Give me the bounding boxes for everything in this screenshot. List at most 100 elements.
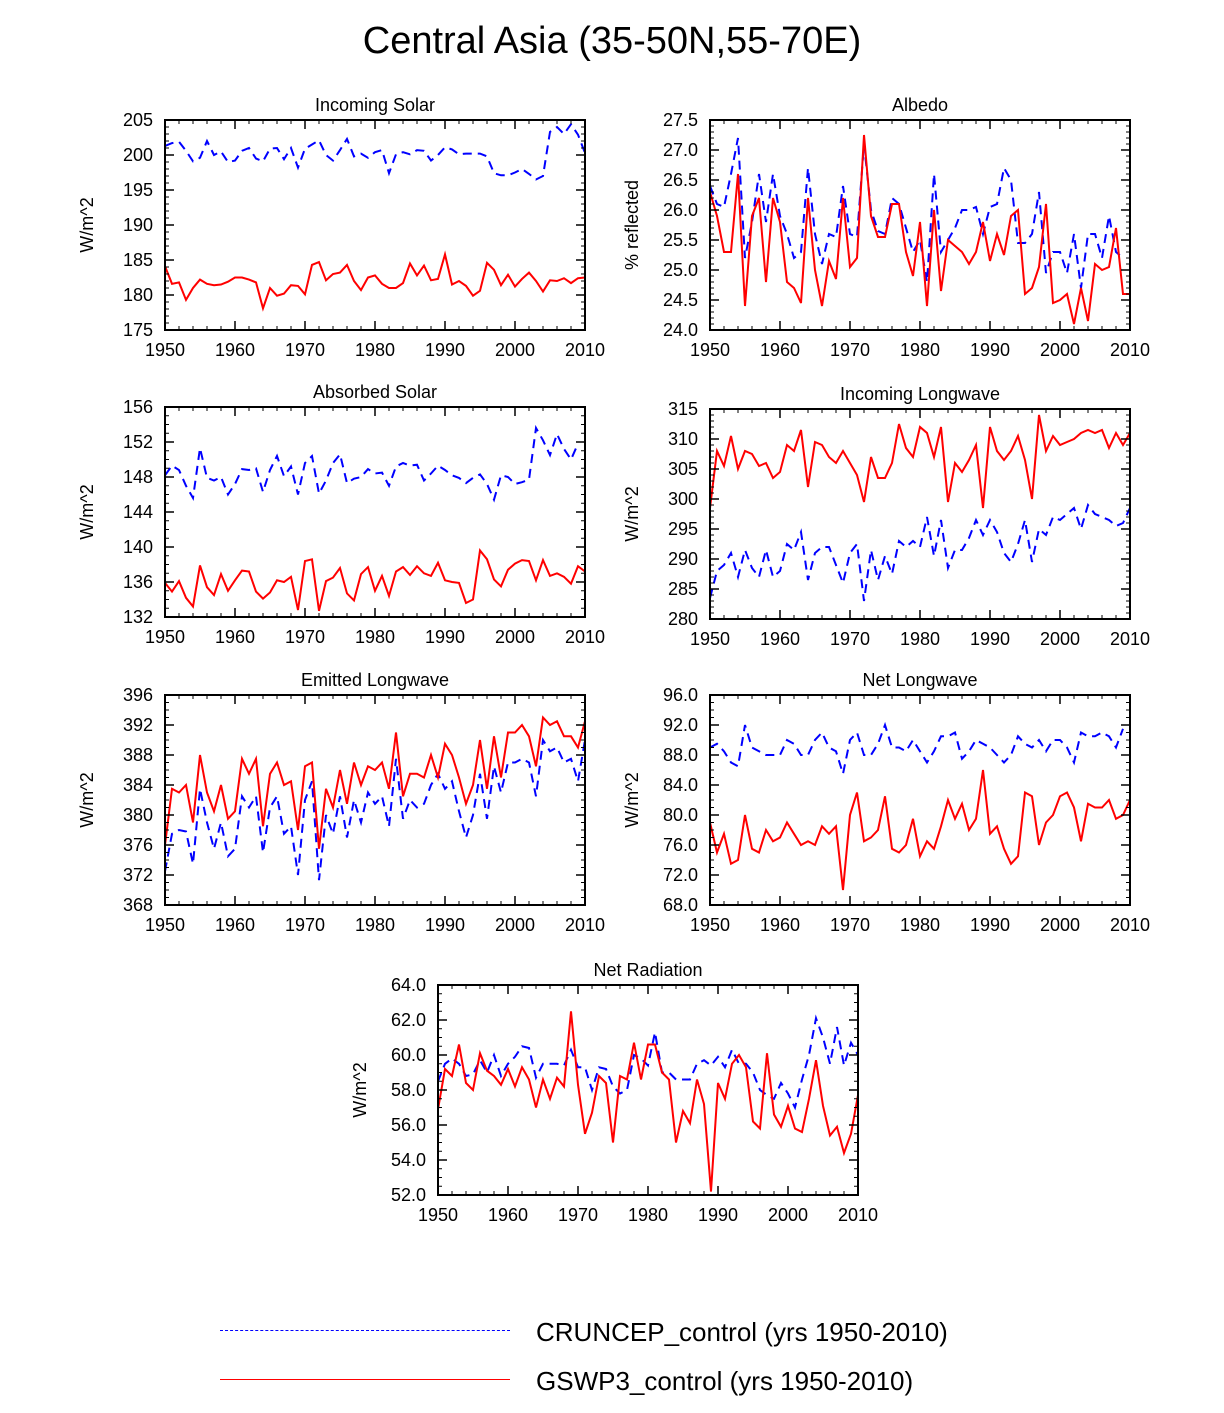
chart-title: Emitted Longwave (301, 670, 449, 690)
chart-incoming-longwave: Incoming Longwave W/m^2 1950 1960 1970 1980 19… (622, 384, 1150, 649)
x-tick-label: 2000 (495, 627, 535, 647)
series-line-cruncep-control (438, 1014, 858, 1111)
y-tick-label: 26.5 (663, 170, 698, 190)
y-tick-label: 290 (668, 549, 698, 569)
x-tick-label: 1950 (145, 340, 185, 360)
series-line-gswp3-control (165, 548, 585, 612)
chart-title: Albedo (892, 95, 948, 115)
y-tick-label: 195 (123, 180, 153, 200)
y-tick-label: 27.0 (663, 140, 698, 160)
x-tick-label: 2000 (768, 1205, 808, 1225)
plot-frame (437, 984, 859, 1196)
y-tick-label: 190 (123, 215, 153, 235)
y-tick-label: 205 (123, 110, 153, 130)
x-tick-label: 1950 (145, 627, 185, 647)
y-tick-label: 56.0 (391, 1115, 426, 1135)
y-tick-label: 368 (123, 895, 153, 915)
y-tick-label: 24.0 (663, 320, 698, 340)
x-tick-label: 1970 (558, 1205, 598, 1225)
y-axis-label: W/m^2 (622, 772, 642, 827)
y-axis-label: W/m^2 (350, 1062, 370, 1117)
series-line-gswp3-control (710, 769, 1130, 891)
y-tick-label: 148 (123, 467, 153, 487)
main-title: Central Asia (35-50N,55-70E) (362, 20, 862, 62)
chart-emitted-longwave: Emitted Longwave W/m^2 1950 1960 1970 1980 199… (77, 670, 605, 935)
y-tick-label: 305 (668, 459, 698, 479)
y-tick-label: 384 (123, 775, 153, 795)
y-axis-label: % reflected (622, 180, 642, 270)
x-tick-label: 1970 (830, 340, 870, 360)
y-tick-label: 300 (668, 489, 698, 509)
y-tick-label: 396 (123, 685, 153, 705)
plot-frame (709, 694, 1131, 906)
x-tick-label: 1990 (698, 1205, 738, 1225)
y-tick-label: 140 (123, 537, 153, 557)
x-tick-label: 1980 (900, 915, 940, 935)
x-tick-label: 1950 (418, 1205, 458, 1225)
x-tick-label: 1960 (760, 629, 800, 649)
x-tick-label: 2000 (1040, 340, 1080, 360)
y-tick-label: 392 (123, 715, 153, 735)
series-line-cruncep-control (165, 737, 585, 881)
chart-albedo: Albedo % reflected 1950 1960 1970 1980 1990 200… (622, 95, 1150, 360)
y-axis-label: W/m^2 (622, 486, 642, 541)
x-tick-label: 2010 (1110, 340, 1150, 360)
y-tick-label: 185 (123, 250, 153, 270)
x-tick-label: 1970 (285, 340, 325, 360)
y-tick-label: 388 (123, 745, 153, 765)
y-tick-label: 376 (123, 835, 153, 855)
y-tick-label: 175 (123, 320, 153, 340)
y-tick-label: 315 (668, 399, 698, 419)
y-tick-label: 152 (123, 432, 153, 452)
y-tick-label: 295 (668, 519, 698, 539)
x-tick-label: 1990 (970, 340, 1010, 360)
chart-net-longwave: Net Longwave W/m^2 1950 1960 1970 1980 1990 200… (622, 670, 1150, 935)
x-tick-label: 2010 (1110, 629, 1150, 649)
x-tick-label: 1950 (690, 915, 730, 935)
chart-net-radiation: Net Radiation W/m^2 1950 1960 1970 1980 1990 20… (350, 960, 878, 1225)
y-tick-label: 80.0 (663, 805, 698, 825)
y-tick-label: 310 (668, 429, 698, 449)
y-axis-label: W/m^2 (77, 484, 97, 539)
y-tick-label: 60.0 (391, 1045, 426, 1065)
legend-item-cruncep: CRUNCEP_control (yrs 1950-2010) (220, 1312, 1120, 1352)
x-tick-label: 1990 (425, 340, 465, 360)
series-line-gswp3-control (438, 1011, 858, 1192)
y-tick-label: 96.0 (663, 685, 698, 705)
x-tick-label: 1990 (425, 627, 465, 647)
plot-frame (164, 406, 586, 618)
x-tick-label: 2010 (565, 340, 605, 360)
y-tick-label: 24.5 (663, 290, 698, 310)
x-tick-label: 1960 (760, 340, 800, 360)
legend-label: CRUNCEP_control (yrs 1950-2010) (536, 1317, 948, 1347)
x-tick-label: 1960 (215, 627, 255, 647)
y-tick-label: 136 (123, 572, 153, 592)
series-line-cruncep-control (710, 502, 1130, 602)
y-tick-label: 92.0 (663, 715, 698, 735)
x-tick-label: 1990 (970, 629, 1010, 649)
x-tick-label: 1980 (355, 627, 395, 647)
series-line-cruncep-control (710, 721, 1124, 778)
x-tick-label: 1970 (285, 627, 325, 647)
y-tick-label: 156 (123, 397, 153, 417)
x-tick-label: 1960 (488, 1205, 528, 1225)
series-line-cruncep-control (165, 424, 579, 503)
x-tick-label: 2010 (838, 1205, 878, 1225)
x-tick-label: 1980 (355, 340, 395, 360)
chart-incoming-solar: Incoming Solar W/m^2 1950 1960 1970 1980 1990 2… (77, 95, 605, 360)
x-tick-label: 1960 (215, 915, 255, 935)
chart-title: Net Longwave (862, 670, 977, 690)
y-tick-label: 62.0 (391, 1010, 426, 1030)
x-tick-label: 1970 (285, 915, 325, 935)
y-tick-label: 88.0 (663, 745, 698, 765)
y-tick-label: 84.0 (663, 775, 698, 795)
chart-title: Absorbed Solar (313, 382, 437, 402)
x-tick-label: 1970 (830, 915, 870, 935)
series-line-gswp3-control (710, 414, 1130, 509)
x-tick-label: 1950 (690, 629, 730, 649)
x-tick-label: 1950 (690, 340, 730, 360)
series-line-gswp3-control (165, 715, 585, 849)
x-tick-label: 1960 (760, 915, 800, 935)
legend-label: GSWP3_control (yrs 1950-2010) (536, 1366, 914, 1396)
x-tick-label: 2000 (1040, 915, 1080, 935)
